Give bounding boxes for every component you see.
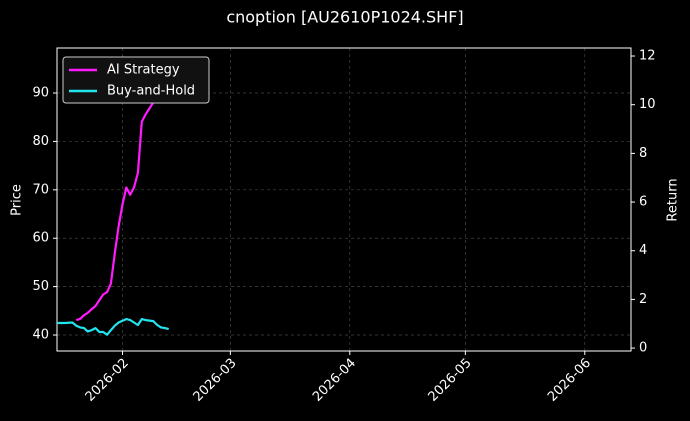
y-tick-label: 60 [32,231,49,246]
y-axis-label: Price [10,184,25,216]
plot-frame [56,47,632,352]
y-tick-label: 40 [32,328,49,343]
y2-tick-label: 10 [639,97,656,112]
legend-label: AI Strategy [107,63,180,78]
y2-axis-label: Return [666,178,681,221]
legend-box [62,56,210,104]
y2-tick-label: 6 [639,195,647,210]
x-tick-label: 2026-06 [545,356,594,405]
chart-title: cnoption [AU2610P1024.SHF] [226,8,463,27]
y2-tick-label: 0 [639,341,647,356]
x-tick-label: 2026-04 [310,356,359,405]
x-tick-label: 2026-03 [191,356,240,405]
y2-tick-label: 12 [639,49,656,64]
y-tick-label: 70 [32,182,49,197]
x-tick-label: 2026-05 [426,356,475,405]
series-line [57,318,169,336]
y-tick-label: 90 [32,86,49,101]
x-tick-label: 2026-02 [83,356,132,405]
y2-tick-label: 2 [639,292,647,307]
y2-tick-label: 4 [639,243,647,258]
y-tick-label: 50 [32,279,49,294]
y2-tick-label: 8 [639,146,647,161]
legend-label: Buy-and-Hold [107,84,195,99]
y-tick-label: 80 [32,134,49,149]
